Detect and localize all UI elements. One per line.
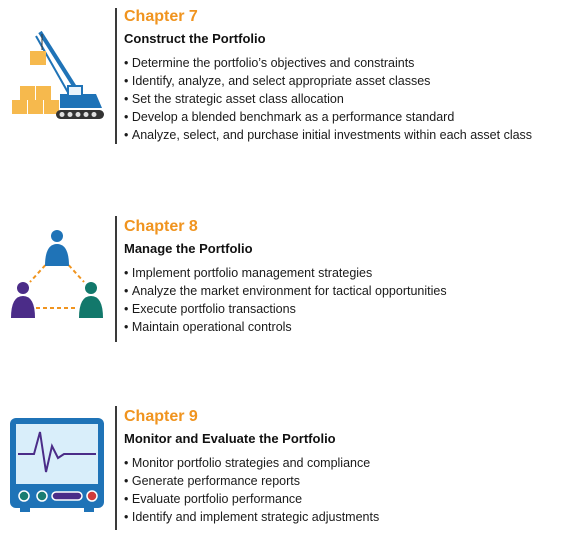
section-divider [115,406,117,530]
list-item: Identify and implement strategic adjustm… [124,508,574,526]
section-divider [115,8,117,144]
chapter-label: Chapter 8 [124,218,198,235]
chapter-title: Manage the Portfolio [124,241,253,256]
chapter-bullet-list: Implement portfolio management strategie… [124,264,574,336]
list-item: Implement portfolio management strategie… [124,264,574,282]
chapter-label: Chapter 7 [124,8,198,25]
team-network-icon [0,210,112,345]
list-item: Generate performance reports [124,472,574,490]
chapter-8-text: Chapter 8 Manage the Portfolio Implement… [124,216,574,336]
section-divider [115,216,117,342]
list-item: Identify, analyze, and select appropriat… [124,72,574,90]
crane-icon [0,0,112,155]
chapter-title: Monitor and Evaluate the Portfolio [124,431,336,446]
list-item: Analyze, select, and purchase initial in… [124,126,574,144]
list-item: Execute portfolio transactions [124,300,574,318]
list-item: Determine the portfolio’s objectives and… [124,54,574,72]
chapter-7-section: Chapter 7 Construct the Portfolio Determ… [0,0,576,150]
chapter-bullet-list: Determine the portfolio’s objectives and… [124,54,574,144]
chapter-9-section: Chapter 9 Monitor and Evaluate the Portf… [0,400,576,531]
chapter-7-text: Chapter 7 Construct the Portfolio Determ… [124,6,574,144]
list-item: Maintain operational controls [124,318,574,336]
chapter-8-section: Chapter 8 Manage the Portfolio Implement… [0,210,576,342]
list-item: Develop a blended benchmark as a perform… [124,108,574,126]
list-item: Analyze the market environment for tacti… [124,282,574,300]
list-item: Evaluate portfolio performance [124,490,574,508]
list-item: Set the strategic asset class allocation [124,90,574,108]
heart-monitor-icon [0,400,112,536]
chapter-title: Construct the Portfolio [124,31,266,46]
chapter-9-text: Chapter 9 Monitor and Evaluate the Portf… [124,406,574,526]
list-item: Monitor portfolio strategies and complia… [124,454,574,472]
chapter-bullet-list: Monitor portfolio strategies and complia… [124,454,574,526]
chapter-label: Chapter 9 [124,408,198,425]
